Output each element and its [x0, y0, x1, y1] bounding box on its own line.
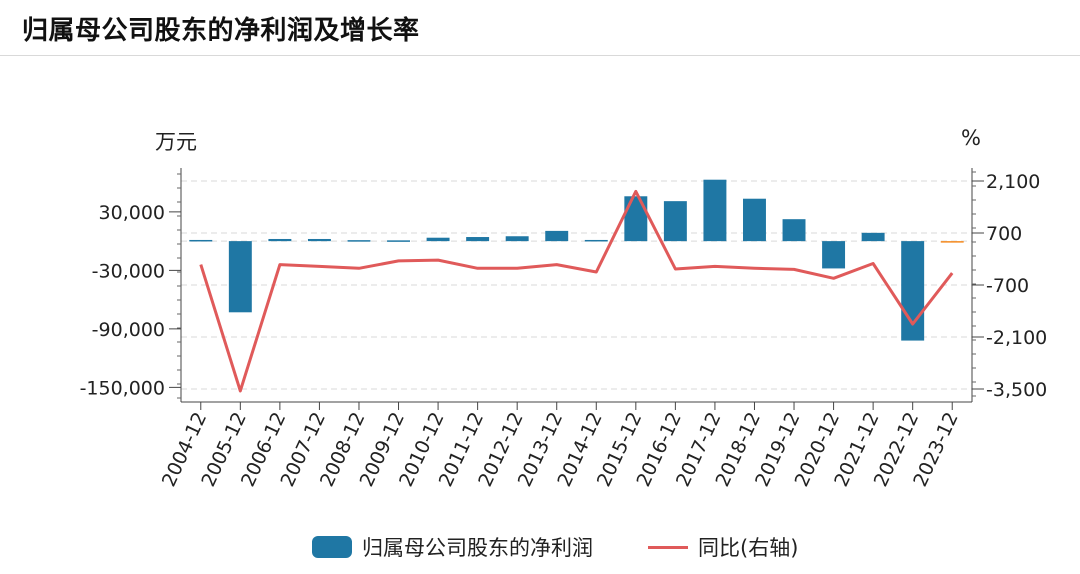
chart-title: 归属母公司股东的净利润及增长率 [22, 16, 420, 46]
legend-item-yoy[interactable]: 同比(右轴) [648, 532, 798, 562]
left-tick-label: -30,000 [92, 260, 165, 282]
yoy-line [199, 189, 954, 393]
bar-2006-12 [268, 238, 292, 242]
bar-2009-12 [387, 240, 410, 242]
legend-line-swatch [648, 545, 688, 549]
right-tick-label: -700 [986, 275, 1029, 297]
left-tick-label: -150,000 [80, 377, 165, 399]
left-axis-unit: 万元 [155, 130, 197, 154]
bar-2010-12 [426, 237, 450, 242]
bar-2007-12 [307, 238, 331, 242]
bar-2013-12 [545, 230, 569, 242]
legend-bar-swatch [312, 536, 352, 558]
bar-2017-12 [703, 179, 727, 242]
bar-2016-12 [663, 201, 687, 242]
right-axis-unit: % [961, 126, 981, 150]
bar-2018-12 [743, 198, 766, 242]
right-tick-label: -2,100 [986, 327, 1047, 349]
bar-2021-12 [861, 232, 885, 242]
bar-2019-12 [782, 219, 806, 242]
legend-label-yoy: 同比(右轴) [698, 536, 799, 560]
right-tick-label: 700 [986, 223, 1022, 245]
bar-2004-12 [189, 239, 213, 242]
bar-2014-12 [584, 239, 608, 242]
grid-layer [181, 180, 972, 390]
left-tick-label: 30,000 [99, 202, 165, 224]
bar-2012-12 [505, 236, 529, 242]
bar-2020-12 [822, 241, 846, 269]
right-tick-label: 2,100 [986, 171, 1040, 193]
legend-label-profit: 归属母公司股东的净利润 [362, 536, 593, 560]
chart-header: 归属母公司股东的净利润及增长率 [0, 0, 1080, 56]
left-tick-label: -90,000 [92, 319, 165, 341]
bar-2011-12 [466, 237, 490, 242]
chart-legend: 归属母公司股东的净利润 同比(右轴) [0, 526, 1080, 566]
bar-2005-12 [228, 241, 252, 313]
bar-2023-12 [940, 241, 964, 243]
bar-2015-12 [624, 196, 648, 242]
bar-2022-12 [901, 241, 925, 341]
line-layer [199, 189, 954, 393]
right-tick-label: -3,500 [986, 379, 1047, 401]
legend-item-profit[interactable]: 归属母公司股东的净利润 [312, 532, 593, 562]
bar-layer [189, 179, 964, 341]
bar-2008-12 [347, 240, 371, 242]
